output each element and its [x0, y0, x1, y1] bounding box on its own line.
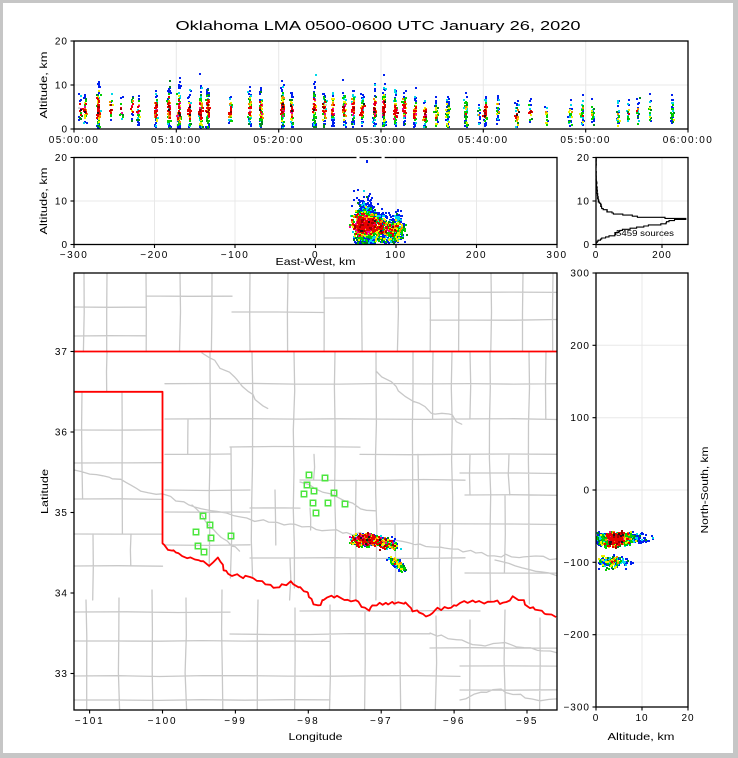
svg-text:34: 34	[55, 589, 68, 600]
svg-text:0: 0	[312, 250, 319, 261]
svg-text:0: 0	[593, 250, 600, 261]
svg-text:Longitude: Longitude	[289, 731, 343, 743]
svg-text:05:50:00: 05:50:00	[560, 135, 611, 146]
svg-text:−101: −101	[75, 716, 105, 727]
svg-text:37: 37	[55, 347, 68, 358]
svg-text:−99: −99	[224, 716, 246, 727]
svg-text:20: 20	[681, 713, 694, 724]
svg-text:0: 0	[61, 125, 68, 136]
svg-text:36: 36	[55, 428, 68, 439]
svg-text:05:00:00: 05:00:00	[49, 135, 100, 146]
svg-text:20: 20	[55, 153, 68, 164]
svg-text:−300: −300	[563, 703, 590, 714]
svg-text:0: 0	[583, 486, 590, 497]
svg-text:−300: −300	[60, 250, 89, 261]
svg-text:100: 100	[570, 413, 590, 424]
svg-text:0: 0	[583, 240, 590, 251]
svg-text:200: 200	[652, 250, 672, 261]
svg-text:−100: −100	[221, 250, 250, 261]
svg-text:Altitude, km: Altitude, km	[38, 167, 50, 234]
svg-text:East-West, km: East-West, km	[276, 256, 356, 268]
svg-text:05:20:00: 05:20:00	[253, 135, 304, 146]
svg-text:−95: −95	[516, 716, 538, 727]
svg-text:−98: −98	[297, 716, 319, 727]
svg-text:5459 sources: 5459 sources	[616, 228, 674, 238]
svg-text:100: 100	[385, 250, 406, 261]
svg-text:06:00:00: 06:00:00	[663, 135, 714, 146]
svg-text:−200: −200	[563, 630, 590, 641]
svg-text:20: 20	[55, 37, 68, 48]
svg-text:05:10:00: 05:10:00	[151, 135, 202, 146]
svg-text:33: 33	[55, 669, 68, 680]
svg-text:05:40:00: 05:40:00	[458, 135, 509, 146]
svg-text:10: 10	[635, 713, 648, 724]
svg-text:−97: −97	[370, 716, 392, 727]
svg-text:−100: −100	[148, 716, 178, 727]
svg-text:Oklahoma LMA 0500-0600 UTC Jan: Oklahoma LMA 0500-0600 UTC January 26, 2…	[176, 18, 581, 33]
svg-text:200: 200	[570, 341, 590, 352]
svg-text:North-South, km: North-South, km	[699, 446, 711, 533]
svg-text:300: 300	[570, 269, 590, 280]
svg-text:10: 10	[55, 81, 68, 92]
svg-text:10: 10	[55, 197, 68, 208]
svg-text:−96: −96	[443, 716, 465, 727]
svg-text:Altitude, km: Altitude, km	[608, 731, 675, 743]
svg-text:200: 200	[466, 250, 487, 261]
svg-text:0: 0	[61, 240, 68, 251]
svg-text:Altitude, km: Altitude, km	[38, 51, 50, 118]
svg-text:0: 0	[593, 713, 600, 724]
svg-text:20: 20	[577, 153, 590, 164]
svg-text:10: 10	[577, 197, 590, 208]
svg-text:35: 35	[55, 508, 68, 519]
svg-text:300: 300	[546, 250, 567, 261]
svg-text:−100: −100	[563, 558, 590, 569]
svg-text:−200: −200	[140, 250, 169, 261]
svg-text:05:30:00: 05:30:00	[356, 135, 407, 146]
svg-text:Latitude: Latitude	[39, 469, 51, 514]
